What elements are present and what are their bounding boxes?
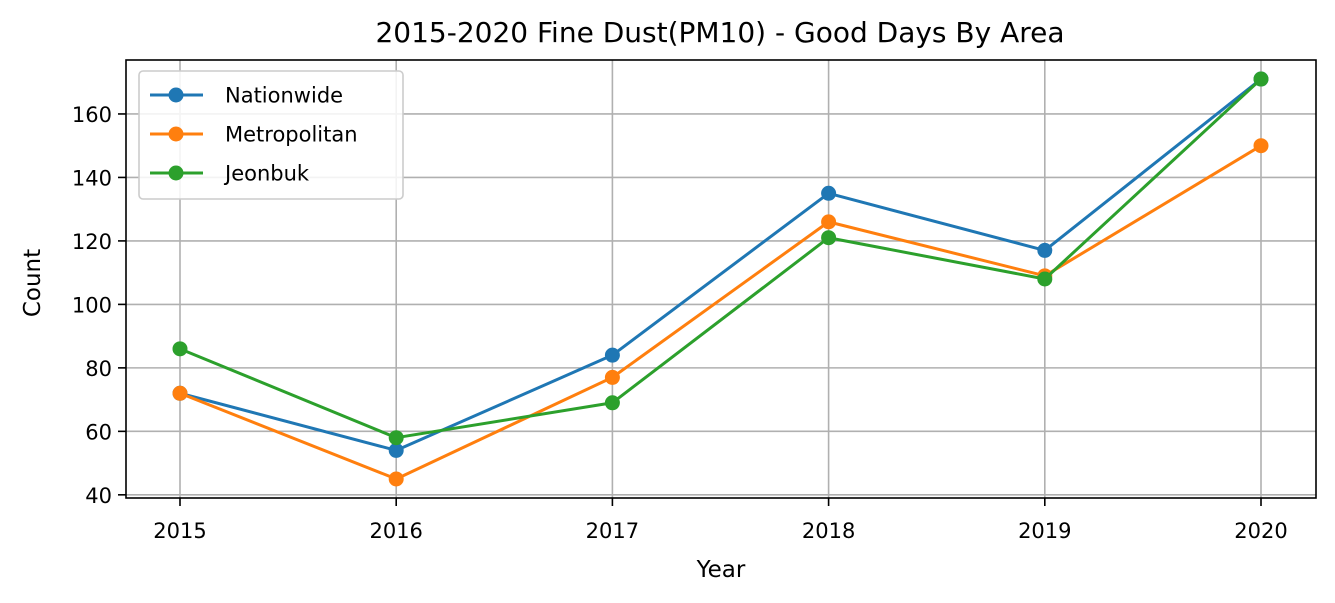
x-tick-label: 2018 bbox=[802, 519, 855, 543]
legend-marker bbox=[168, 165, 184, 181]
x-axis-label: Year bbox=[696, 557, 746, 583]
data-point bbox=[604, 369, 620, 385]
legend-label: Jeonbuk bbox=[223, 162, 310, 186]
series-metropolitan bbox=[172, 138, 1269, 487]
data-point bbox=[604, 395, 620, 411]
series-jeonbuk bbox=[172, 71, 1269, 446]
x-tick-label: 2017 bbox=[586, 519, 639, 543]
series-line bbox=[179, 144, 1262, 481]
y-tick-label: 140 bbox=[72, 166, 112, 190]
data-point bbox=[1037, 271, 1053, 287]
legend-label: Metropolitan bbox=[225, 123, 358, 147]
legend-frame bbox=[138, 70, 404, 200]
x-tick-label: 2016 bbox=[369, 519, 422, 543]
y-tick-label: 40 bbox=[85, 484, 112, 508]
series-line bbox=[179, 77, 1262, 452]
x-tick-label: 2020 bbox=[1234, 519, 1287, 543]
x-tick-label: 2019 bbox=[1018, 519, 1071, 543]
series-line bbox=[179, 77, 1263, 440]
data-point bbox=[172, 341, 188, 357]
legend-marker bbox=[168, 87, 184, 103]
y-tick-label: 80 bbox=[85, 357, 112, 381]
chart-title: 2015-2020 Fine Dust(PM10) - Good Days By… bbox=[375, 16, 1064, 49]
y-tick-label: 100 bbox=[72, 293, 112, 317]
data-point bbox=[1037, 242, 1053, 258]
data-point bbox=[388, 471, 404, 487]
x-tick-label: 2015 bbox=[153, 519, 206, 543]
y-tick-label: 120 bbox=[72, 230, 112, 254]
data-point bbox=[172, 385, 188, 401]
data-point bbox=[1253, 71, 1269, 87]
series-layer bbox=[172, 71, 1269, 487]
data-point bbox=[821, 230, 837, 246]
y-tick-label: 60 bbox=[85, 420, 112, 444]
legend-label: Nationwide bbox=[225, 84, 343, 108]
y-tick-label: 160 bbox=[72, 103, 112, 127]
legend: Nationwide Metropolitan Jeonbuk bbox=[138, 70, 404, 200]
plot-frame bbox=[125, 59, 1317, 499]
legend-entry: Metropolitan bbox=[150, 123, 358, 147]
data-point bbox=[821, 214, 837, 230]
legend-entry: Nationwide bbox=[150, 84, 343, 108]
data-point bbox=[388, 442, 404, 458]
y-axis-label: Count bbox=[20, 249, 46, 317]
axis-ticks: 2015 2016 2017 2018 2019 2020 40 60 80 100 120 140 1… bbox=[72, 103, 1288, 543]
legend-entry: Jeonbuk bbox=[150, 162, 310, 186]
data-point bbox=[388, 430, 404, 446]
legend-marker bbox=[168, 126, 184, 142]
data-point bbox=[1253, 138, 1269, 154]
data-point bbox=[604, 347, 620, 363]
data-point bbox=[821, 185, 837, 201]
